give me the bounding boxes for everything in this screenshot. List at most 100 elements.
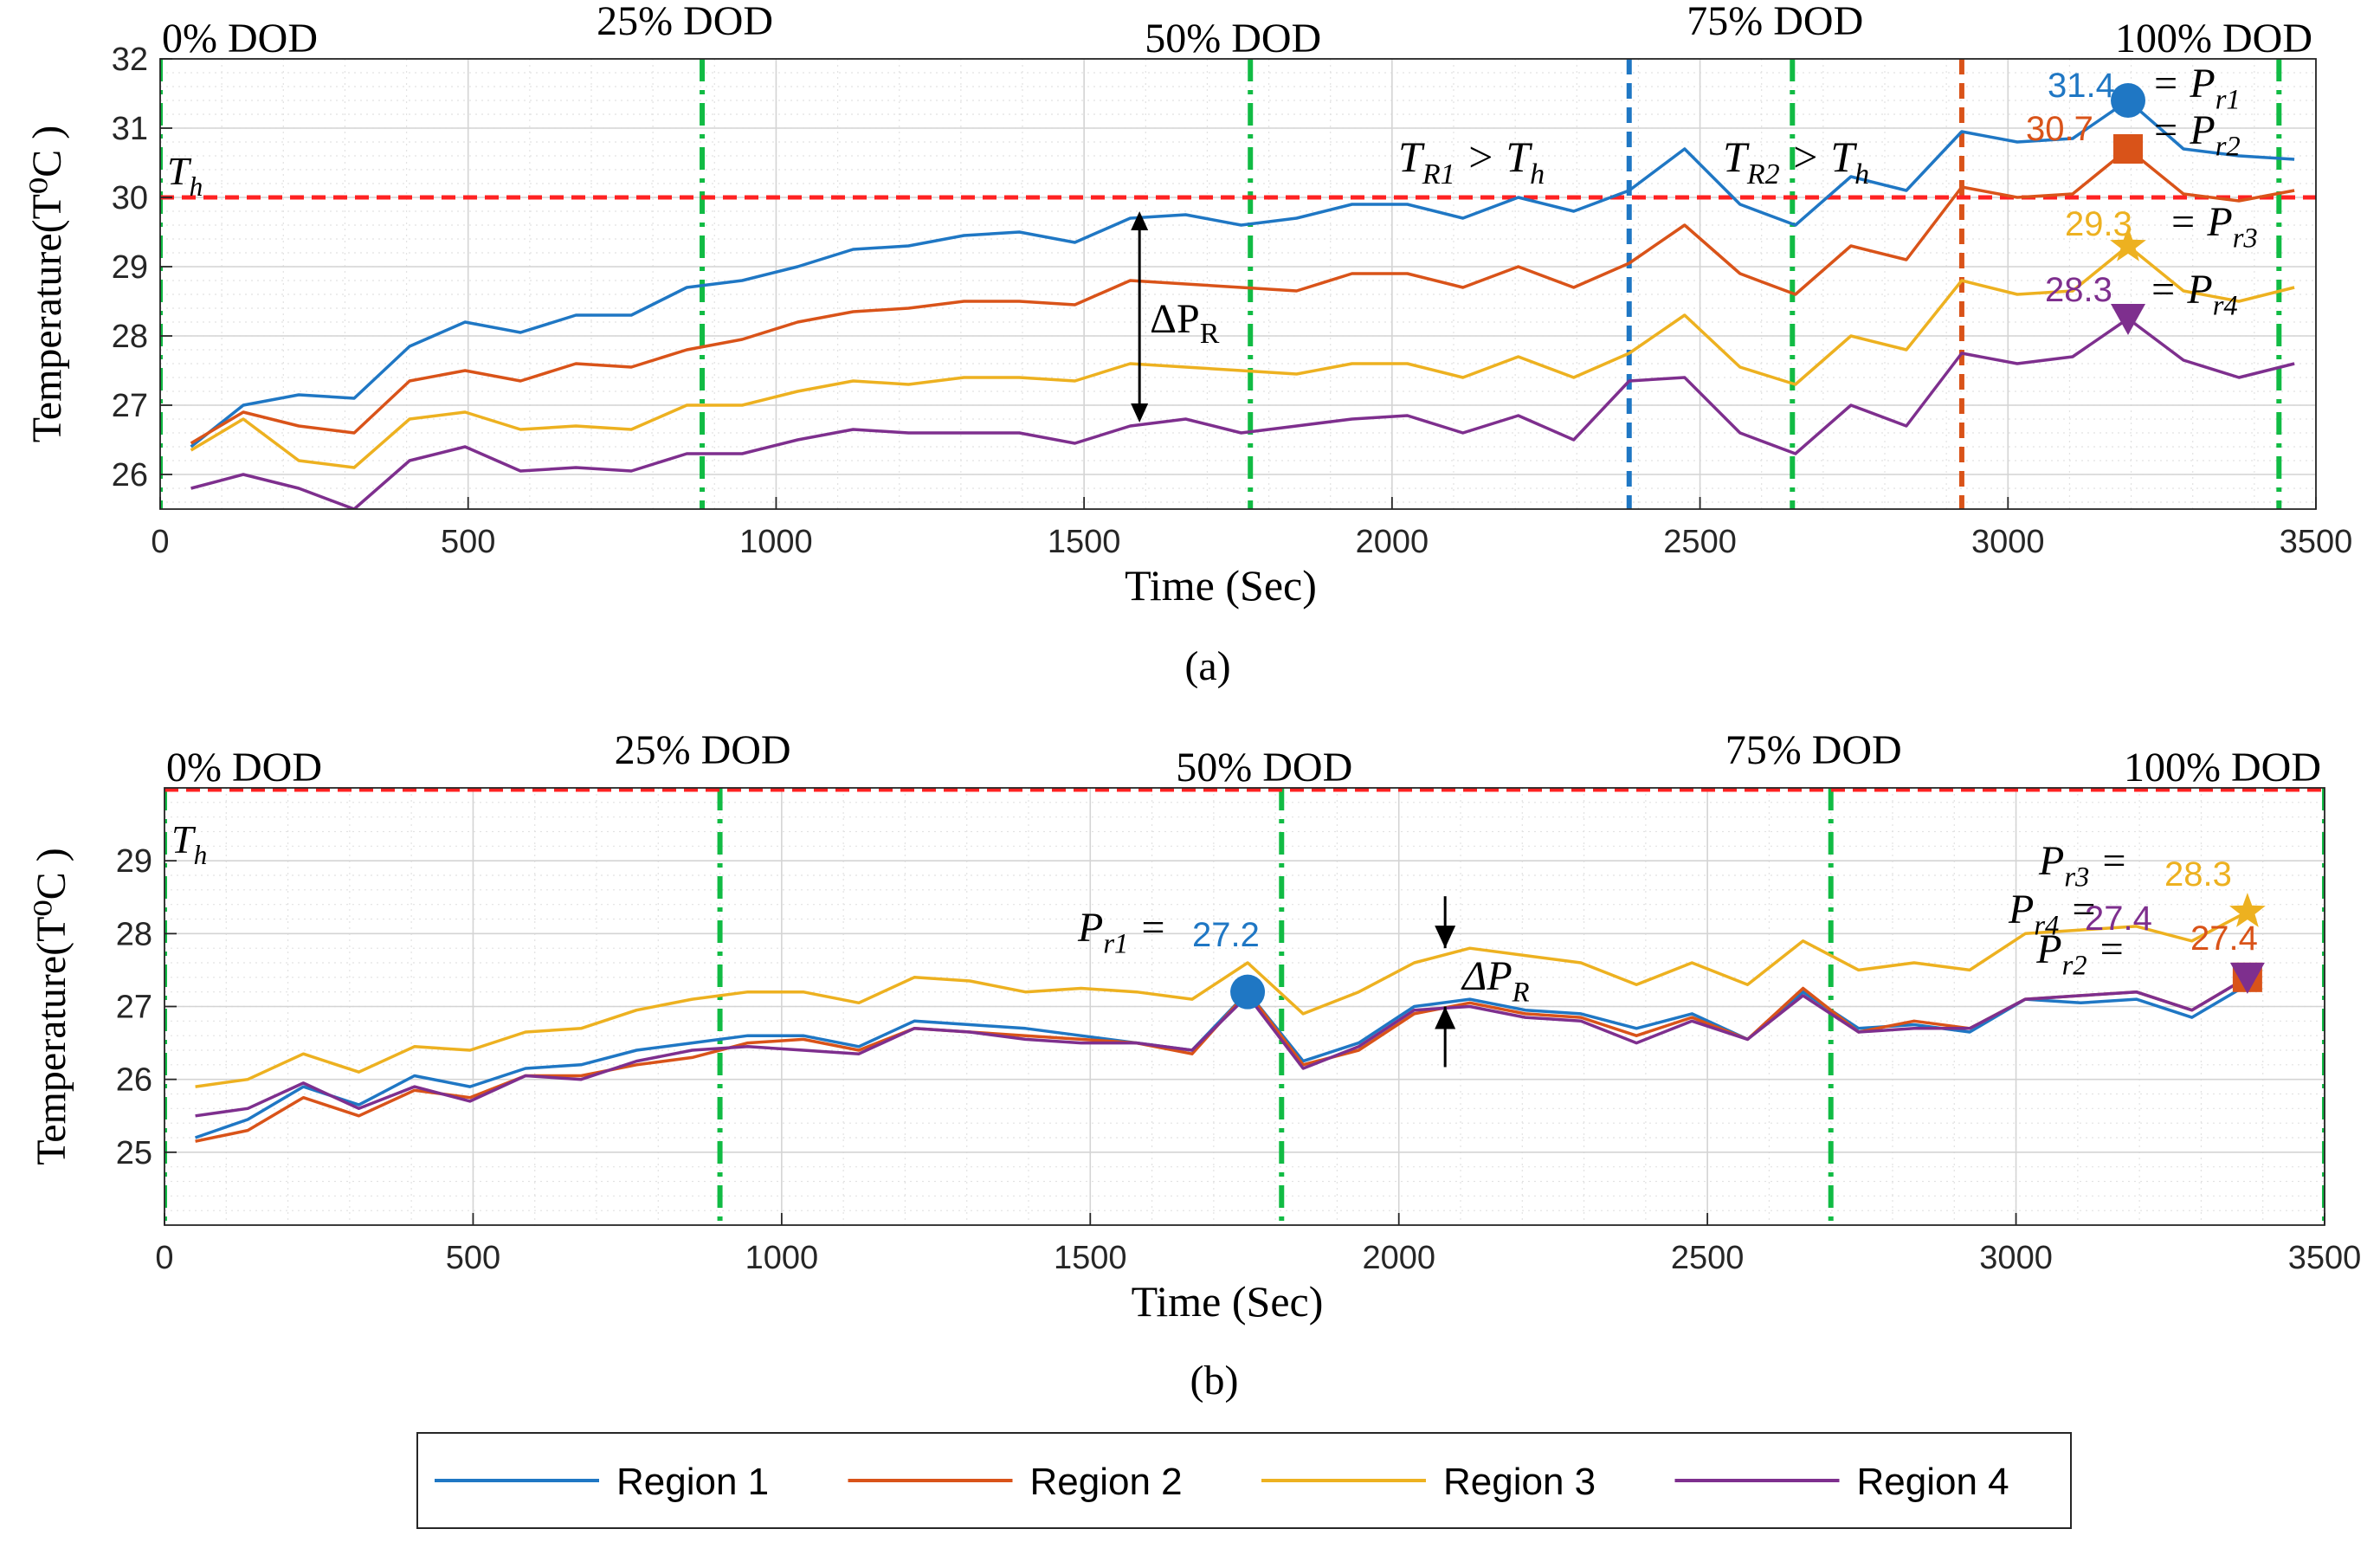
dod-label: 75% DOD — [1687, 0, 1863, 44]
chart-a: 0 500 1000 1500 2000 2500 3000 3500 26 27 28 29 30 31… — [24, 0, 2352, 689]
x-tick-label: 0 — [155, 1240, 173, 1276]
y-tick-label: 31 — [112, 111, 148, 147]
chart-b: 0 500 1000 1500 2000 2500 3000 3500 25 26 27 28 29 Ti… — [29, 727, 2361, 1403]
marker-p-label: = Pr3 — [2169, 199, 2258, 254]
marker-circle — [1230, 974, 1266, 1010]
panel-caption: (a) — [1184, 643, 1230, 689]
data-layer-b — [164, 788, 2325, 1225]
legend-entry: Region 2 — [848, 1461, 1183, 1503]
x-tick-label: 3500 — [2288, 1240, 2362, 1276]
x-tick-label: 1500 — [1048, 524, 1121, 560]
legend: Region 1 Region 2 Region 3 Region 4 — [416, 1432, 2072, 1529]
plot-area-a — [160, 59, 2316, 509]
y-tick-label: 32 — [112, 42, 148, 78]
marker-value-label: 28.3 — [2045, 271, 2112, 309]
y-tick-label: 30 — [112, 180, 148, 216]
dod-label: 100% DOD — [2115, 16, 2312, 61]
legend-entry: Region 3 — [1261, 1461, 1596, 1503]
marker-value-label: 28.3 — [2164, 855, 2232, 894]
x-tick-label: 1500 — [1054, 1240, 1127, 1276]
marker-value-label: 30.7 — [2026, 110, 2093, 148]
x-axis-label: Time (Sec) — [1132, 1277, 1324, 1326]
legend-entry: Region 1 — [435, 1461, 769, 1503]
legend-label: Region 4 — [1857, 1461, 2009, 1503]
dod-label: 50% DOD — [1145, 16, 1321, 61]
x-tick-label: 3500 — [2280, 524, 2353, 560]
panel-caption: (b) — [1190, 1358, 1239, 1403]
marker-star — [2110, 227, 2146, 261]
series-line-region-3 — [190, 244, 2295, 469]
condition-label: TR2 > Th — [1723, 132, 1869, 190]
x-tick-label: 0 — [151, 524, 169, 560]
threshold-label: Th — [171, 817, 207, 870]
data-layer-a — [160, 59, 2316, 509]
legend-label: Region 3 — [1443, 1461, 1596, 1503]
series-line-region-4 — [190, 317, 2295, 509]
y-tick-label: 25 — [116, 1135, 152, 1171]
y-tick-label: 26 — [116, 1062, 152, 1099]
marker-value-label: 27.4 — [2190, 919, 2258, 958]
marker-p-label: Pr3 = — [2038, 838, 2128, 893]
y-tick-label: 28 — [112, 319, 148, 355]
x-axis-label: Time (Sec) — [1125, 561, 1317, 610]
x-tick-label: 3000 — [1971, 524, 2045, 560]
dod-label: 25% DOD — [597, 0, 773, 44]
delta-label: ΔPR — [1150, 296, 1220, 350]
marker-star — [2229, 893, 2266, 927]
delta-label: ΔPR — [1461, 953, 1530, 1008]
legend-label: Region 1 — [616, 1461, 769, 1503]
marker-circle — [2111, 83, 2146, 118]
dod-label: 100% DOD — [2124, 745, 2321, 790]
x-tick-label: 2500 — [1663, 524, 1737, 560]
y-tick-label: 29 — [112, 249, 148, 286]
dod-label: 0% DOD — [162, 16, 318, 61]
axes-box-a — [159, 58, 2317, 510]
marker-p-label: = Pr4 — [2149, 267, 2238, 321]
marker-p-label: = Pr1 — [2151, 61, 2241, 115]
delta-arrowhead-up — [1435, 1006, 1456, 1029]
marker-p-label: Pr1 = — [1077, 905, 1167, 959]
x-tick-label: 2000 — [1362, 1240, 1435, 1276]
y-axis-label: Temperature(T⁰C ) — [24, 126, 70, 442]
legend-entry: Region 4 — [1674, 1461, 2009, 1503]
marker-triangle — [2111, 304, 2146, 335]
marker-p-label: Pr4 = — [2008, 887, 2098, 941]
x-tick-label: 500 — [446, 1240, 500, 1276]
x-tick-label: 2000 — [1356, 524, 1429, 560]
y-axis-label: Temperature(T⁰C ) — [29, 848, 74, 1165]
y-tick-label: 27 — [112, 388, 148, 424]
x-tick-label: 1000 — [739, 524, 813, 560]
svg-text:Temperature(T⁰C ): Temperature(T⁰C ) — [29, 848, 74, 1165]
series-line-region-3 — [195, 910, 2248, 1088]
delta-arrowhead-down — [1131, 403, 1149, 423]
marker-value-label: 31.4 — [2048, 67, 2115, 105]
dod-label: 50% DOD — [1176, 745, 1352, 790]
y-tick-label: 26 — [112, 457, 148, 494]
threshold-label: Th — [167, 149, 203, 202]
marker-value-label: 27.2 — [1192, 916, 1260, 954]
legend-label: Region 2 — [1030, 1461, 1183, 1503]
y-tick-label: 27 — [116, 990, 152, 1026]
y-tick-label: 28 — [116, 916, 152, 952]
x-tick-label: 500 — [441, 524, 495, 560]
y-tick-label: 29 — [116, 843, 152, 880]
marker-value-label: 29.3 — [2065, 205, 2132, 243]
x-tick-label: 3000 — [1979, 1240, 2053, 1276]
marker-square — [2113, 134, 2144, 164]
delta-arrowhead-down — [1435, 926, 1456, 949]
series-line-region-1 — [190, 99, 2295, 448]
series-line-region-4 — [195, 976, 2248, 1118]
marker-value-label: 27.4 — [2085, 900, 2152, 938]
condition-label: TR1 > Th — [1398, 132, 1545, 190]
dod-label: 25% DOD — [615, 727, 791, 773]
delta-arrowhead-up — [1131, 211, 1149, 230]
dod-label: 0% DOD — [166, 745, 322, 790]
x-tick-label: 1000 — [745, 1240, 819, 1276]
marker-p-label: Pr2 = — [2035, 926, 2125, 981]
svg-text:Temperature(T⁰C ): Temperature(T⁰C ) — [24, 126, 70, 442]
x-tick-label: 2500 — [1671, 1240, 1745, 1276]
marker-triangle — [2229, 962, 2265, 994]
dod-label: 75% DOD — [1725, 727, 1902, 773]
series-line-region-2 — [190, 147, 2295, 445]
